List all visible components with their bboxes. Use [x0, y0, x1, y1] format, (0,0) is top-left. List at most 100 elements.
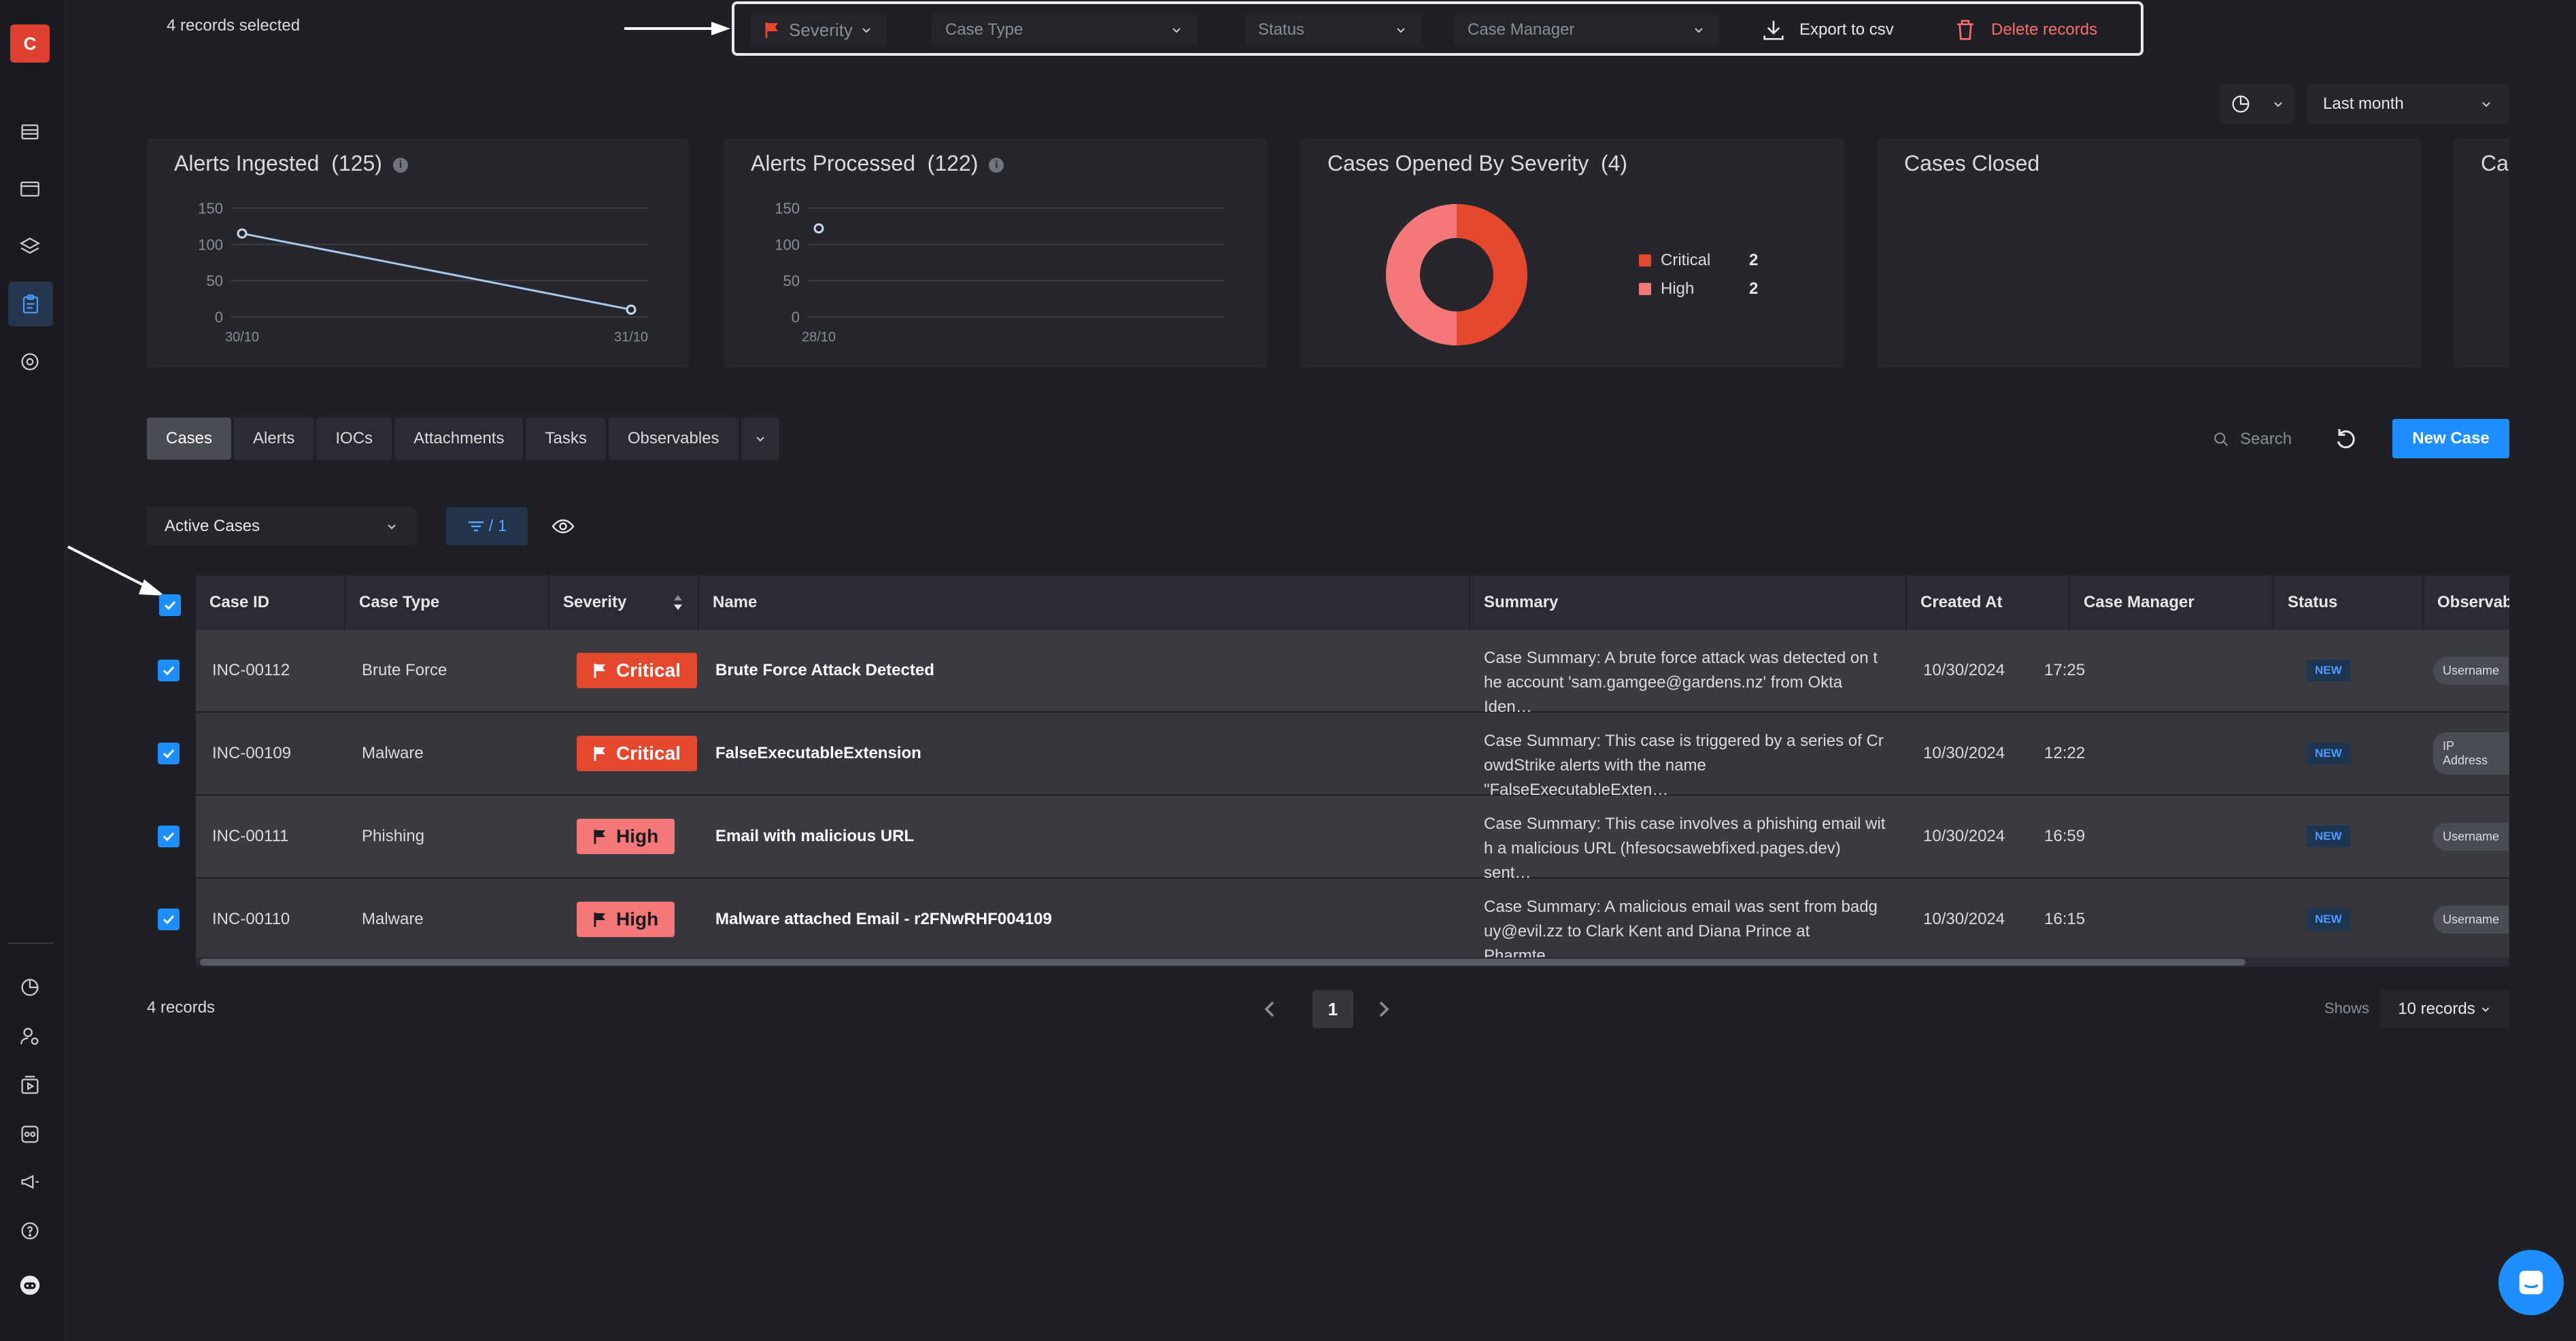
column-header-created-at[interactable]: Created At — [1907, 575, 2070, 630]
severity-dropdown[interactable]: Severity — [751, 14, 887, 46]
help-icon[interactable] — [15, 1216, 45, 1246]
megaphone-icon[interactable] — [15, 1167, 45, 1197]
observable-tag[interactable]: IP Address — [2433, 732, 2509, 775]
sliders-icon[interactable] — [15, 117, 45, 147]
tab-tasks[interactable]: Tasks — [526, 418, 606, 460]
check-icon — [164, 600, 176, 611]
table-row[interactable]: INC-00110 Malware High Malware attached Ema… — [196, 879, 2509, 965]
row-checkbox[interactable] — [158, 743, 180, 764]
eye-icon[interactable] — [549, 514, 577, 539]
case-name[interactable]: Brute Force Attack Detected — [715, 661, 934, 679]
case-id[interactable]: INC-00110 — [212, 910, 290, 928]
case-id[interactable]: INC-00111 — [212, 827, 289, 845]
severity-badge: Critical — [577, 653, 697, 688]
severity-badge: High — [577, 819, 675, 854]
row-checkbox[interactable] — [158, 826, 180, 847]
refresh-icon[interactable] — [2333, 426, 2360, 453]
page-button-current[interactable]: 1 — [1312, 990, 1353, 1028]
case-type: Malware — [362, 744, 424, 762]
delete-records-button[interactable]: Delete records — [1952, 14, 2097, 46]
chevron-down-icon — [2481, 1007, 2489, 1012]
severity-badge: High — [577, 902, 675, 937]
pie-chart-icon[interactable] — [15, 972, 45, 1002]
created-time: 12:22 — [2044, 744, 2086, 762]
layers-icon[interactable] — [15, 231, 45, 261]
time-range-dropdown[interactable]: Last month — [2307, 84, 2509, 124]
case-manager-dropdown[interactable]: Case Manager — [1454, 14, 1719, 46]
app-logo[interactable]: C — [10, 24, 50, 63]
page-size-dropdown[interactable]: 10 records — [2380, 990, 2509, 1028]
tab-attachments[interactable]: Attachments — [394, 418, 524, 460]
column-header-status[interactable]: Status — [2274, 575, 2424, 630]
chevron-down-icon — [862, 28, 870, 33]
user-settings-icon[interactable] — [15, 1021, 45, 1051]
card-partial: Ca — [2454, 139, 2509, 367]
column-header-observables[interactable]: Observabl — [2437, 593, 2509, 611]
tabs-more-button[interactable] — [741, 418, 779, 460]
created-time: 16:15 — [2044, 910, 2086, 928]
data-tabs: Cases Alerts IOCs Attachments Tasks Obse… — [147, 418, 779, 460]
card-title: Alerts Ingested (125) i — [174, 151, 408, 176]
search-input[interactable]: Search — [2211, 426, 2292, 453]
bot-icon[interactable] — [15, 1270, 45, 1300]
case-id[interactable]: INC-00112 — [212, 661, 290, 679]
select-all-checkbox[interactable] — [159, 594, 181, 616]
card-title: Ca — [2481, 151, 2509, 175]
card-title: Cases Opened By Severity (4) — [1327, 151, 1628, 175]
observable-tag[interactable]: Username — [2433, 822, 2509, 851]
column-header-case-id[interactable]: Case ID — [196, 575, 345, 630]
playbook-icon[interactable] — [15, 1070, 45, 1100]
chevron-right-icon[interactable] — [1370, 996, 1397, 1023]
status-badge: NEW — [2307, 743, 2350, 764]
donut-slice — [1386, 204, 1457, 345]
tab-iocs[interactable]: IOCs — [316, 418, 392, 460]
data-point — [626, 304, 637, 315]
check-icon — [163, 666, 175, 676]
observable-tag[interactable]: Username — [2433, 656, 2509, 685]
column-header-summary[interactable]: Summary — [1470, 575, 1907, 630]
status-dropdown[interactable]: Status — [1244, 14, 1421, 46]
target-icon[interactable] — [15, 347, 45, 377]
cases-icon[interactable] — [8, 282, 53, 326]
tab-observables[interactable]: Observables — [608, 418, 739, 460]
chat-launcher-button[interactable] — [2498, 1250, 2564, 1315]
table-row[interactable]: INC-00112 Brute Force Critical Brute Force … — [196, 630, 2509, 716]
legend-value: 2 — [1749, 251, 1758, 269]
scrollbar-thumb[interactable] — [200, 959, 2245, 966]
column-header-case-manager[interactable]: Case Manager — [2070, 575, 2274, 630]
integrations-icon[interactable] — [15, 1119, 45, 1149]
info-icon[interactable]: i — [392, 157, 408, 173]
window-icon[interactable] — [15, 174, 45, 204]
info-icon[interactable]: i — [989, 157, 1004, 173]
tab-cases[interactable]: Cases — [147, 418, 232, 460]
column-header-severity[interactable]: Severity — [549, 575, 699, 630]
chevron-left-icon[interactable] — [1257, 996, 1284, 1023]
table-row[interactable]: INC-00111 Phishing High Email with maliciou… — [196, 796, 2509, 882]
export-csv-button[interactable]: Export to csv — [1760, 14, 1894, 46]
case-name[interactable]: Email with malicious URL — [715, 827, 915, 845]
tab-alerts[interactable]: Alerts — [234, 418, 314, 460]
row-checkbox[interactable] — [158, 660, 180, 681]
case-name[interactable]: Malware attached Email - r2FNwRHF004109 — [715, 910, 1052, 928]
horizontal-scrollbar[interactable] — [196, 957, 2509, 967]
case-id[interactable]: INC-00109 — [212, 744, 292, 762]
flag-icon — [765, 22, 778, 38]
chart-type-toggle[interactable] — [2220, 84, 2294, 124]
chevron-down-icon — [1172, 28, 1181, 33]
new-case-button[interactable]: New Case — [2392, 419, 2509, 458]
row-checkbox[interactable] — [158, 909, 180, 930]
observables-cell: Username — [2433, 630, 2509, 711]
table-row[interactable]: INC-00109 Malware Critical FalseExecutableE… — [196, 713, 2509, 799]
case-type-dropdown[interactable]: Case Type — [932, 14, 1197, 46]
download-icon — [1763, 20, 1784, 40]
created-time: 17:25 — [2044, 661, 2086, 679]
severity-badge: Critical — [577, 736, 697, 771]
column-header-name[interactable]: Name — [699, 575, 1470, 630]
observable-tag[interactable]: Username — [2433, 905, 2509, 934]
case-view-dropdown[interactable]: Active Cases — [147, 507, 416, 545]
filter-count-button[interactable]: / 1 — [446, 507, 528, 545]
case-summary: Case Summary: A malicious email was sent… — [1484, 898, 1878, 965]
case-name[interactable]: FalseExecutableExtension — [715, 744, 921, 762]
column-header-case-type[interactable]: Case Type — [345, 575, 549, 630]
sort-icon[interactable] — [672, 593, 684, 612]
